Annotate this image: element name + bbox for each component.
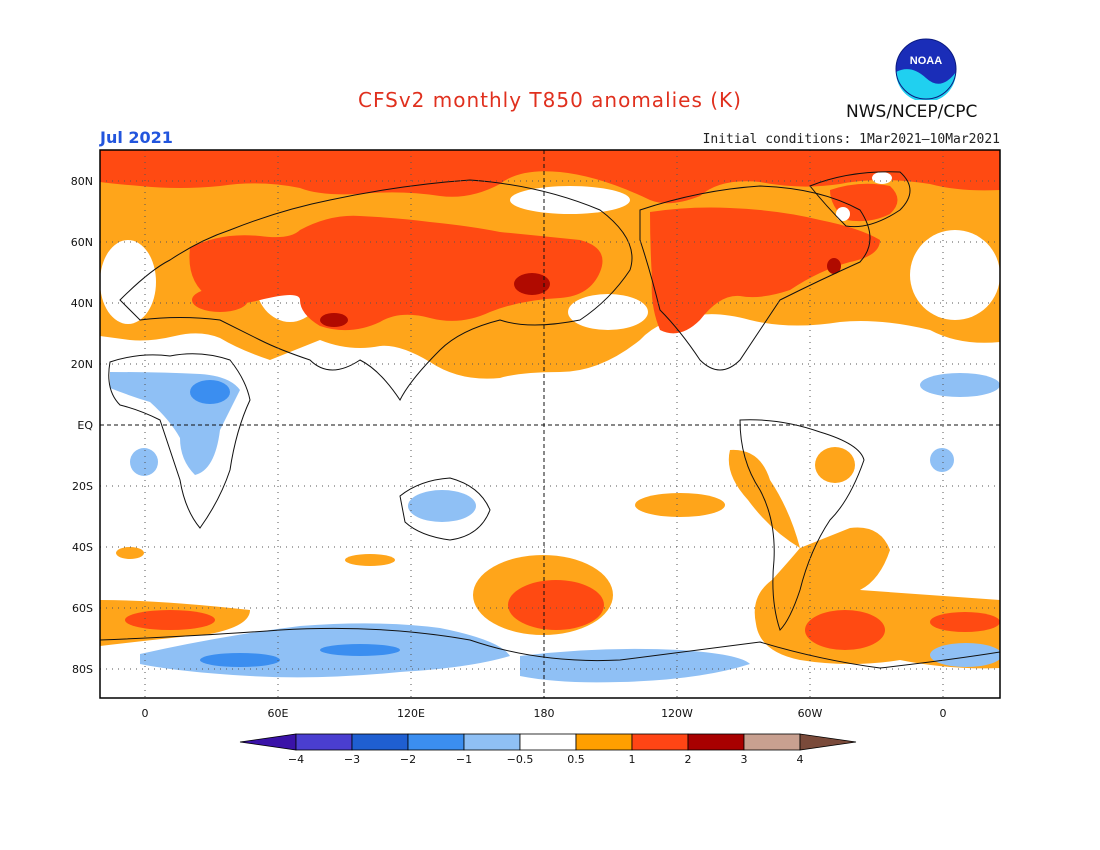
legend-swatch <box>631 733 689 751</box>
graticule <box>100 150 1000 698</box>
cool-region-atlantic <box>920 373 1000 397</box>
coast-greenland <box>809 171 911 228</box>
lat-label: 60S <box>72 602 93 615</box>
legend-swatch-max <box>799 733 857 751</box>
lon-label: 180 <box>534 707 555 720</box>
warm-region-south-america <box>728 449 1000 669</box>
coast-africa <box>108 353 251 529</box>
lat-label: EQ <box>77 419 93 432</box>
lon-label: 120W <box>661 707 693 720</box>
cool-region-antarctica-west <box>520 648 750 683</box>
lat-label: 20S <box>72 480 93 493</box>
neutral-region-arctic <box>510 186 630 214</box>
map-title: CFSv2 monthly T850 anomalies (K) <box>358 88 742 112</box>
lon-label: 120E <box>397 707 425 720</box>
legend-label: 1 <box>629 753 636 766</box>
cool-region-sahel <box>190 380 230 404</box>
lon-label: 0 <box>940 707 947 720</box>
legend-swatch <box>519 733 577 751</box>
coast-north-america <box>639 185 871 371</box>
map-frame <box>99 149 1001 699</box>
lon-label: 60E <box>268 707 289 720</box>
strong-warm-weddell <box>930 612 1000 632</box>
lon-label: 60W <box>798 707 823 720</box>
strong-warm-south-pacific <box>508 580 604 630</box>
legend-label: −3 <box>344 753 360 766</box>
lon-axis: 0 60E 120E 180 120W 60W 0 <box>142 707 947 720</box>
legend-label: 4 <box>797 753 804 766</box>
lon-label: 0 <box>142 707 149 720</box>
lat-label: 20N <box>71 358 93 371</box>
lat-label: 80N <box>71 175 93 188</box>
color-legend: −4 −3 −2 −1 −0.5 0.5 1 2 3 4 <box>239 733 857 766</box>
legend-swatch <box>575 733 633 751</box>
agency-label: NWS/NCEP/CPC <box>846 102 978 122</box>
legend-label: −4 <box>288 753 304 766</box>
initial-conditions: Initial conditions: 1Mar2021–10Mar2021 <box>702 132 1000 147</box>
neutral-region-atlantic <box>910 230 1000 320</box>
very-warm-central-asia <box>320 313 348 327</box>
strong-warm-mediterranean <box>192 288 248 312</box>
forecast-month: Jul 2021 <box>100 128 173 147</box>
neutral-region-europe <box>100 240 156 324</box>
legend-swatch <box>463 733 521 751</box>
legend-label: 0.5 <box>567 753 585 766</box>
lat-label: 40S <box>72 541 93 554</box>
strong-warm-arctic <box>100 150 1000 204</box>
legend-swatch-min <box>239 733 297 751</box>
svg-text:NOAA: NOAA <box>910 55 942 67</box>
legend-label: −1 <box>456 753 472 766</box>
reference-lines <box>100 150 1000 698</box>
legend-swatch <box>351 733 409 751</box>
cool-region-australia <box>408 490 476 522</box>
lat-axis: 80N 60N 40N 20N EQ 20S 40S 60S 80S <box>71 175 94 676</box>
legend-swatch <box>743 733 801 751</box>
warm-region-south-atlantic <box>635 493 725 517</box>
legend-label: 3 <box>741 753 748 766</box>
lat-label: 40N <box>71 297 93 310</box>
coast-europe-asia <box>119 179 633 401</box>
warm-region-brazil <box>815 447 855 483</box>
strong-warm-antarctic-peninsula <box>805 610 885 650</box>
strong-warm-north-america <box>650 207 880 334</box>
legend-label: −0.5 <box>507 753 534 766</box>
legend-swatch <box>295 733 353 751</box>
strong-warm-southern-ocean-west <box>125 610 215 630</box>
very-warm-canada <box>827 258 841 274</box>
legend-label: 2 <box>685 753 692 766</box>
legend-swatch <box>687 733 745 751</box>
legend-label: −2 <box>400 753 416 766</box>
neutral-region-usa <box>700 327 860 380</box>
noaa-logo: NOAA <box>895 38 957 100</box>
coast-australia <box>399 477 491 541</box>
lat-label: 80S <box>72 663 93 676</box>
lat-label: 60N <box>71 236 93 249</box>
strong-warm-eurasia <box>189 215 603 331</box>
coast-south-america <box>739 419 865 631</box>
neutral-region-pacific <box>568 294 648 330</box>
legend-swatch <box>407 733 465 751</box>
very-warm-east-siberia <box>514 273 550 295</box>
coastlines <box>100 171 1000 669</box>
